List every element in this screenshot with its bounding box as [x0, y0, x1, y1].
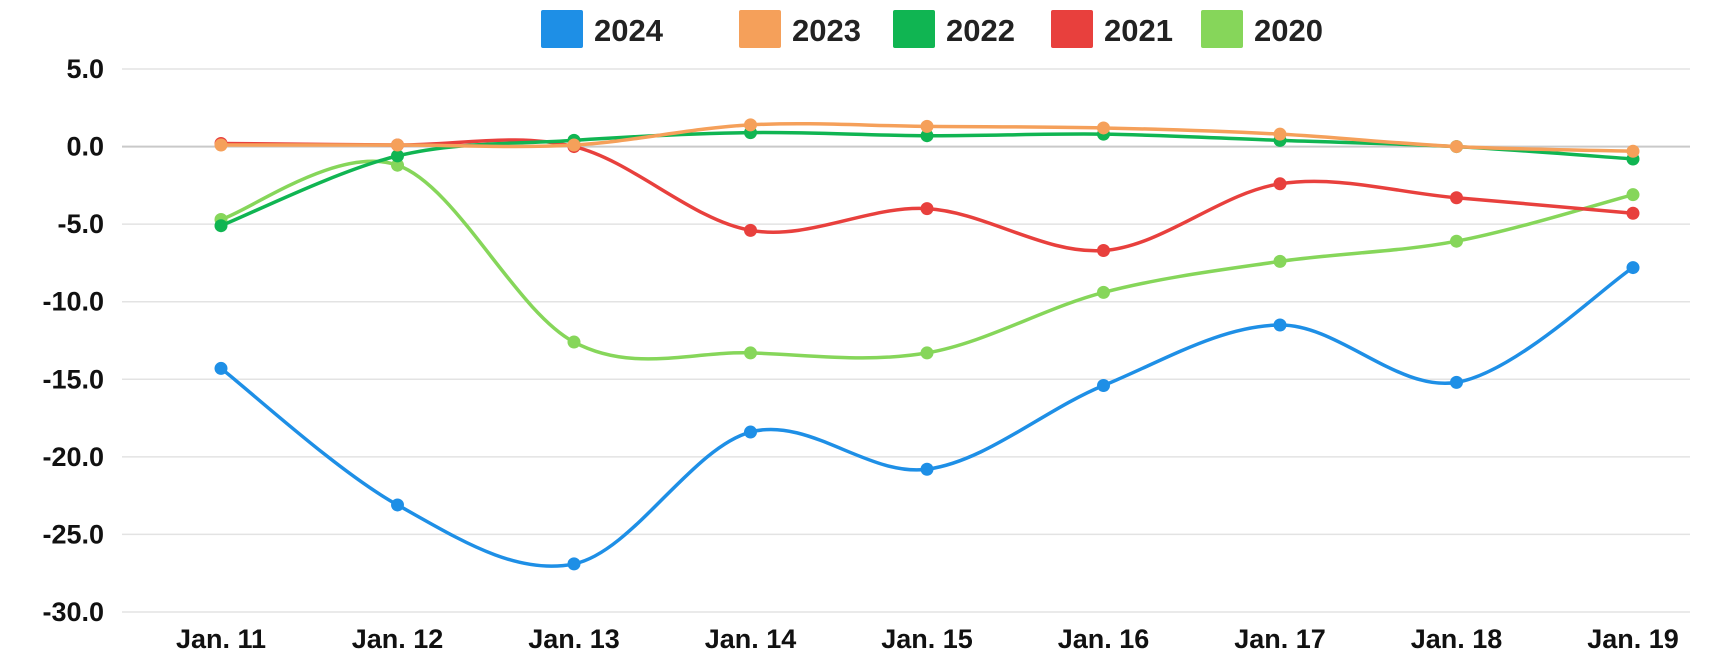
y-tick-label: -5.0: [57, 209, 104, 239]
data-point-2024-jan-15[interactable]: [920, 462, 934, 476]
x-axis: Jan. 11 Jan. 12 Jan. 13 Jan. 14 Jan. 15 Jan. …: [176, 624, 1679, 654]
legend-label-2022: 2022: [946, 13, 1015, 48]
x-tick-label-jan-17: Jan. 17: [1234, 624, 1326, 654]
data-point-2024-jan-11[interactable]: [214, 361, 228, 375]
y-tick-label: -25.0: [42, 519, 104, 549]
x-tick-label-jan-19: Jan. 19: [1587, 624, 1679, 654]
data-point-2021-jan-15[interactable]: [920, 202, 934, 216]
series-2020: [214, 158, 1640, 361]
legend-swatch-2023: [739, 10, 781, 48]
y-tick-label: 0.0: [66, 132, 104, 162]
data-point-2020-jan-15[interactable]: [920, 346, 934, 360]
data-point-2023-jan-12[interactable]: [391, 138, 404, 152]
y-tick-label: 5.0: [66, 54, 104, 84]
y-axis: 5.0 0.0 -5.0 -10.0 -15.0 -20.0 -25.0 -30.0: [42, 54, 104, 627]
data-point-2023-jan-19[interactable]: [1626, 144, 1640, 158]
legend-item-2024[interactable]: 2024: [541, 10, 664, 48]
data-point-2023-jan-14[interactable]: [744, 118, 757, 132]
series-2021: [214, 136, 1640, 258]
data-point-2022-jan-11[interactable]: [214, 219, 228, 233]
data-point-2020-jan-16[interactable]: [1097, 285, 1110, 299]
series-layer: [214, 118, 1640, 571]
data-point-2024-jan-18[interactable]: [1450, 375, 1463, 389]
y-tick-label: -30.0: [42, 597, 104, 627]
data-point-2021-jan-17[interactable]: [1273, 177, 1287, 191]
data-point-2023-jan-15[interactable]: [920, 119, 934, 133]
x-tick-label-jan-12: Jan. 12: [352, 624, 444, 654]
data-point-2022-jan-15[interactable]: [920, 129, 934, 143]
y-tick-label: -10.0: [42, 287, 104, 317]
y-tick-label: -15.0: [42, 364, 104, 394]
data-point-2020-jan-19[interactable]: [1626, 188, 1640, 202]
series-2022: [214, 126, 1640, 233]
legend[interactable]: 2024 2023 2022 2021 2020: [541, 10, 1323, 48]
legend-swatch-2020: [1201, 10, 1243, 48]
legend-label-2021: 2021: [1104, 13, 1173, 48]
data-point-2024-jan-19[interactable]: [1626, 261, 1640, 275]
data-point-2023-jan-16[interactable]: [1097, 121, 1110, 135]
x-tick-label-jan-18: Jan. 18: [1411, 624, 1503, 654]
legend-item-2023[interactable]: 2023: [739, 10, 861, 48]
legend-item-2021[interactable]: 2021: [1051, 10, 1173, 48]
data-point-2020-jan-17[interactable]: [1273, 254, 1287, 268]
legend-item-2020[interactable]: 2020: [1201, 10, 1323, 48]
y-tick-label: -20.0: [42, 442, 104, 472]
x-tick-label-jan-16: Jan. 16: [1058, 624, 1150, 654]
data-point-2020-jan-18[interactable]: [1450, 234, 1463, 248]
x-tick-label-jan-15: Jan. 15: [881, 624, 973, 654]
x-tick-label-jan-14: Jan. 14: [705, 624, 797, 654]
data-point-2023-jan-18[interactable]: [1450, 140, 1463, 154]
legend-swatch-2022: [893, 10, 935, 48]
series-line-2024: [219, 265, 1635, 568]
data-point-2020-jan-12[interactable]: [391, 158, 404, 172]
data-point-2022-jan-12[interactable]: [391, 149, 404, 163]
legend-swatch-2024: [541, 10, 583, 48]
series-line-2021: [219, 138, 1635, 253]
data-point-2021-jan-14[interactable]: [744, 223, 757, 237]
data-point-2024-jan-17[interactable]: [1273, 318, 1287, 332]
data-point-2020-jan-14[interactable]: [744, 346, 757, 360]
data-point-2023-jan-13[interactable]: [567, 138, 581, 152]
x-tick-label-jan-13: Jan. 13: [528, 624, 620, 654]
data-point-2024-jan-13[interactable]: [567, 557, 581, 571]
data-point-2024-jan-16[interactable]: [1097, 378, 1110, 392]
series-line-2020: [219, 159, 1635, 361]
data-point-2023-jan-17[interactable]: [1273, 127, 1287, 141]
data-point-2023-jan-11[interactable]: [214, 138, 228, 152]
data-point-2021-jan-18[interactable]: [1450, 191, 1463, 205]
x-tick-label-jan-11: Jan. 11: [176, 624, 266, 654]
data-point-2020-jan-13[interactable]: [567, 335, 581, 349]
legend-swatch-2021: [1051, 10, 1093, 48]
data-point-2021-jan-19[interactable]: [1626, 206, 1640, 220]
data-point-2021-jan-16[interactable]: [1097, 244, 1110, 258]
legend-label-2024: 2024: [594, 13, 664, 48]
legend-label-2020: 2020: [1254, 13, 1323, 48]
legend-label-2023: 2023: [792, 13, 861, 48]
series-2023: [214, 118, 1640, 158]
series-2024: [214, 261, 1640, 571]
legend-item-2022[interactable]: 2022: [893, 10, 1015, 48]
data-point-2024-jan-14[interactable]: [744, 425, 757, 439]
data-point-2024-jan-12[interactable]: [391, 498, 404, 512]
